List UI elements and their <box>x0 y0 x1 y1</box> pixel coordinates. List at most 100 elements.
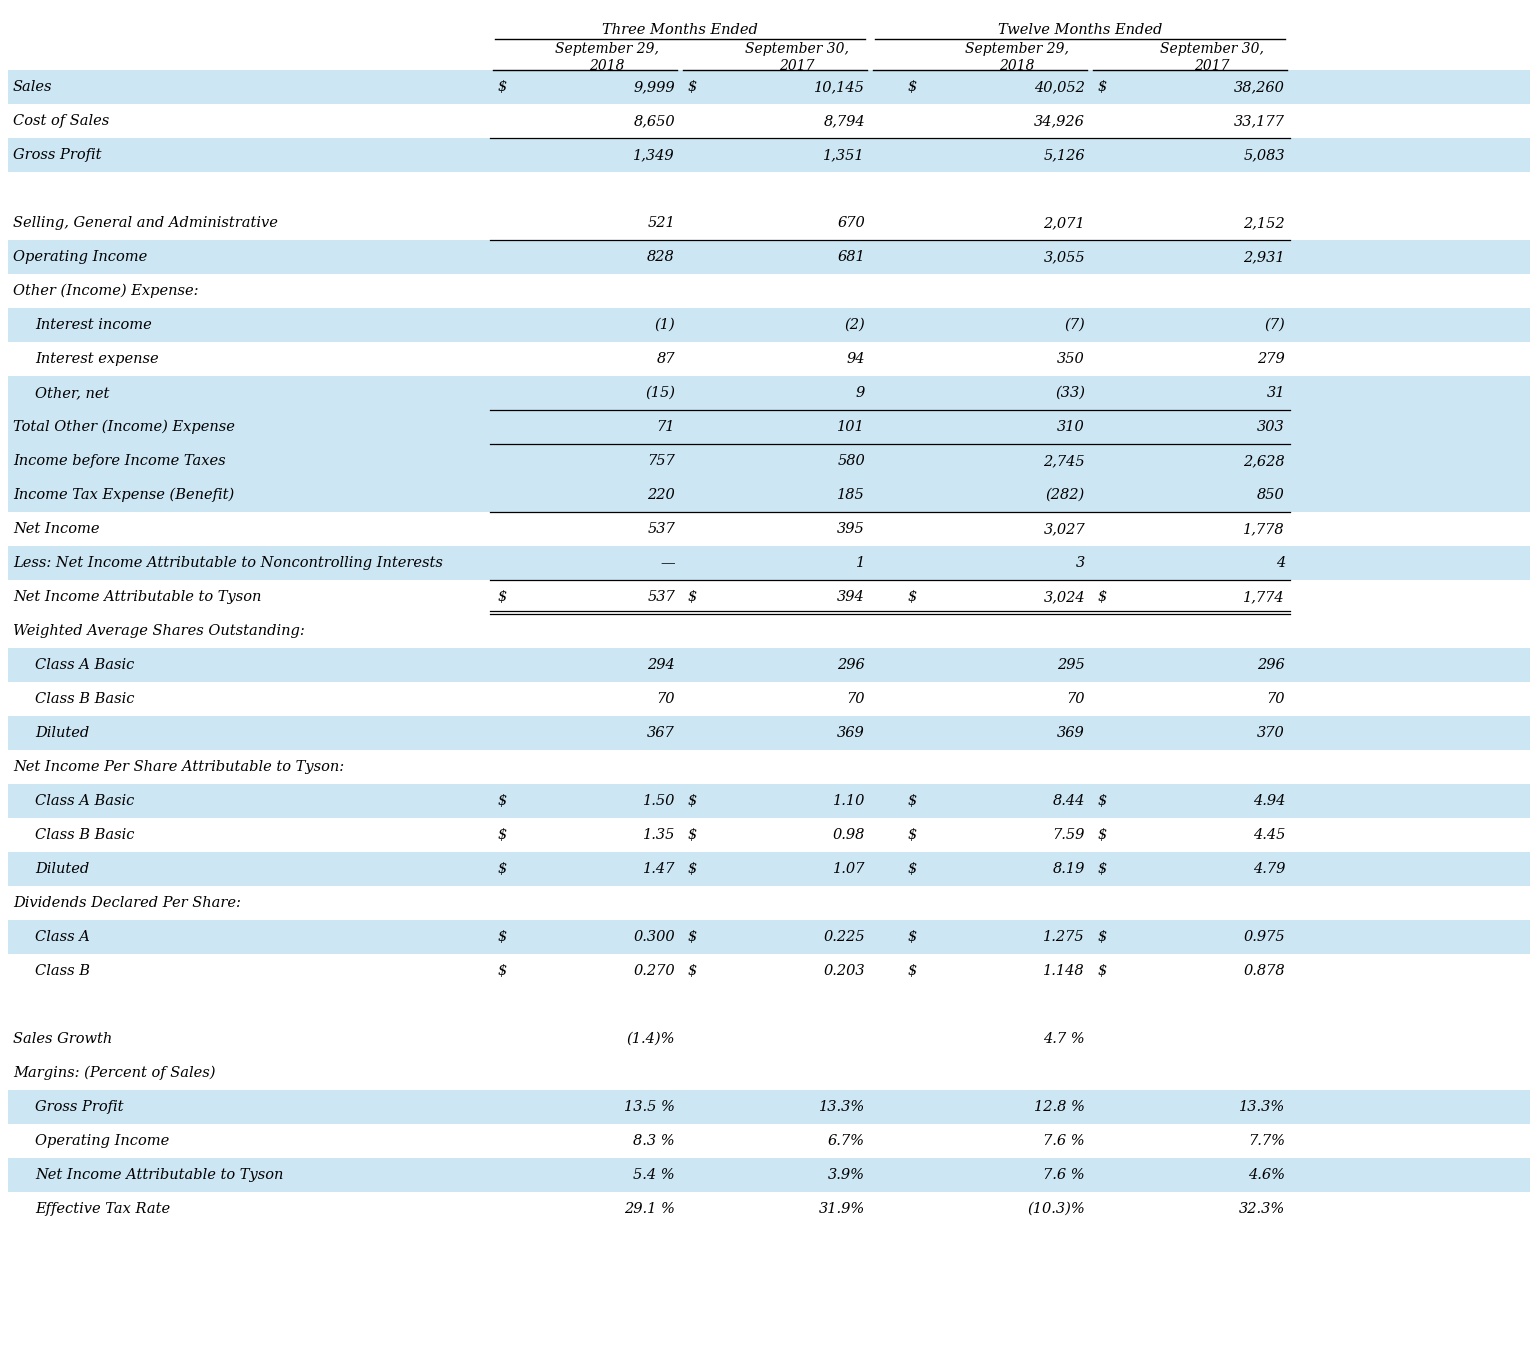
Text: (1.4)%: (1.4)% <box>626 1032 675 1046</box>
Text: Total Other (Income) Expense: Total Other (Income) Expense <box>12 420 235 435</box>
Text: 13.3%: 13.3% <box>1238 1100 1286 1114</box>
Text: 3.9%: 3.9% <box>827 1168 864 1182</box>
Text: 5.4 %: 5.4 % <box>634 1168 675 1182</box>
Text: 4.7 %: 4.7 % <box>1043 1032 1084 1046</box>
Text: 94: 94 <box>846 353 864 366</box>
Text: 8,794: 8,794 <box>823 114 864 128</box>
Bar <box>8 783 1530 818</box>
Text: 295: 295 <box>1057 658 1084 672</box>
Text: $: $ <box>498 79 508 94</box>
Text: 4: 4 <box>1275 556 1286 569</box>
Text: Class A Basic: Class A Basic <box>35 794 134 808</box>
Text: 1,778: 1,778 <box>1243 522 1286 536</box>
Text: Cost of Sales: Cost of Sales <box>12 114 109 128</box>
Text: 3: 3 <box>1075 556 1084 569</box>
Text: 4.94: 4.94 <box>1252 794 1286 808</box>
Text: Interest income: Interest income <box>35 318 152 332</box>
Text: (1): (1) <box>654 318 675 332</box>
Text: 38,260: 38,260 <box>1233 79 1286 94</box>
Text: $: $ <box>907 590 917 604</box>
Text: 367: 367 <box>647 725 675 740</box>
Text: 2,745: 2,745 <box>1043 454 1084 468</box>
Text: (15): (15) <box>644 386 675 400</box>
Text: 850: 850 <box>1257 489 1286 502</box>
Text: 670: 670 <box>837 215 864 230</box>
Text: $: $ <box>907 964 917 979</box>
Text: 9,999: 9,999 <box>634 79 675 94</box>
Text: 828: 828 <box>647 250 675 264</box>
Text: 1,349: 1,349 <box>634 148 675 162</box>
Text: Other (Income) Expense:: Other (Income) Expense: <box>12 284 198 299</box>
Text: Weighted Average Shares Outstanding:: Weighted Average Shares Outstanding: <box>12 625 305 638</box>
Text: 9: 9 <box>855 386 864 400</box>
Text: 279: 279 <box>1257 353 1286 366</box>
Bar <box>8 308 1530 342</box>
Text: 296: 296 <box>837 658 864 672</box>
Text: 2,152: 2,152 <box>1243 215 1286 230</box>
Text: $: $ <box>498 964 508 979</box>
Text: 3,055: 3,055 <box>1043 250 1084 264</box>
Text: $: $ <box>907 794 917 808</box>
Text: Operating Income: Operating Income <box>35 1133 169 1148</box>
Bar <box>8 478 1530 511</box>
Text: $: $ <box>1098 590 1107 604</box>
Text: 580: 580 <box>837 454 864 468</box>
Text: Selling, General and Administrative: Selling, General and Administrative <box>12 215 278 230</box>
Text: $: $ <box>1098 930 1107 944</box>
Text: 1.07: 1.07 <box>832 861 864 876</box>
Text: 369: 369 <box>837 725 864 740</box>
Text: 1.275: 1.275 <box>1043 930 1084 944</box>
Text: (2): (2) <box>844 318 864 332</box>
Bar <box>8 1090 1530 1124</box>
Text: 2,071: 2,071 <box>1043 215 1084 230</box>
Text: Class B: Class B <box>35 964 91 979</box>
Text: 5,083: 5,083 <box>1243 148 1286 162</box>
Text: Class A Basic: Class A Basic <box>35 658 134 672</box>
Text: 681: 681 <box>837 250 864 264</box>
Text: 185: 185 <box>837 489 864 502</box>
Text: 1.148: 1.148 <box>1043 964 1084 979</box>
Text: $: $ <box>907 828 917 843</box>
Text: 0.270: 0.270 <box>634 964 675 979</box>
Bar <box>8 647 1530 682</box>
Text: 13.3%: 13.3% <box>818 1100 864 1114</box>
Text: $: $ <box>1098 79 1107 94</box>
Text: 220: 220 <box>647 489 675 502</box>
Bar <box>8 852 1530 886</box>
Text: Class A: Class A <box>35 930 89 944</box>
Text: Margins: (Percent of Sales): Margins: (Percent of Sales) <box>12 1066 215 1081</box>
Text: 13.5 %: 13.5 % <box>624 1100 675 1114</box>
Text: 33,177: 33,177 <box>1233 114 1286 128</box>
Text: Net Income: Net Income <box>12 522 100 536</box>
Text: (7): (7) <box>1064 318 1084 332</box>
Bar <box>8 716 1530 750</box>
Text: $: $ <box>498 861 508 876</box>
Text: 3,024: 3,024 <box>1043 590 1084 604</box>
Text: September 30,
2017: September 30, 2017 <box>744 42 849 73</box>
Text: 8.44: 8.44 <box>1052 794 1084 808</box>
Text: Less: Net Income Attributable to Noncontrolling Interests: Less: Net Income Attributable to Noncont… <box>12 556 443 569</box>
Text: $: $ <box>687 861 697 876</box>
Text: 5,126: 5,126 <box>1043 148 1084 162</box>
Text: 0.225: 0.225 <box>823 930 864 944</box>
Text: Diluted: Diluted <box>35 861 89 876</box>
Text: Gross Profit: Gross Profit <box>35 1100 123 1114</box>
Text: $: $ <box>1098 828 1107 843</box>
Text: 0.878: 0.878 <box>1243 964 1286 979</box>
Text: 29.1 %: 29.1 % <box>624 1202 675 1215</box>
Text: 0.300: 0.300 <box>634 930 675 944</box>
Text: Gross Profit: Gross Profit <box>12 148 102 162</box>
Text: Net Income Per Share Attributable to Tyson:: Net Income Per Share Attributable to Tys… <box>12 760 345 774</box>
Text: $: $ <box>1098 794 1107 808</box>
Text: 394: 394 <box>837 590 864 604</box>
Bar <box>8 376 1530 411</box>
Text: 537: 537 <box>647 590 675 604</box>
Bar <box>8 1158 1530 1193</box>
Text: Operating Income: Operating Income <box>12 250 148 264</box>
Text: Twelve Months Ended: Twelve Months Ended <box>998 23 1163 36</box>
Text: 369: 369 <box>1057 725 1084 740</box>
Text: September 29,
2018: September 29, 2018 <box>555 42 658 73</box>
Text: 4.6%: 4.6% <box>1247 1168 1286 1182</box>
Text: 294: 294 <box>647 658 675 672</box>
Text: 8,650: 8,650 <box>634 114 675 128</box>
